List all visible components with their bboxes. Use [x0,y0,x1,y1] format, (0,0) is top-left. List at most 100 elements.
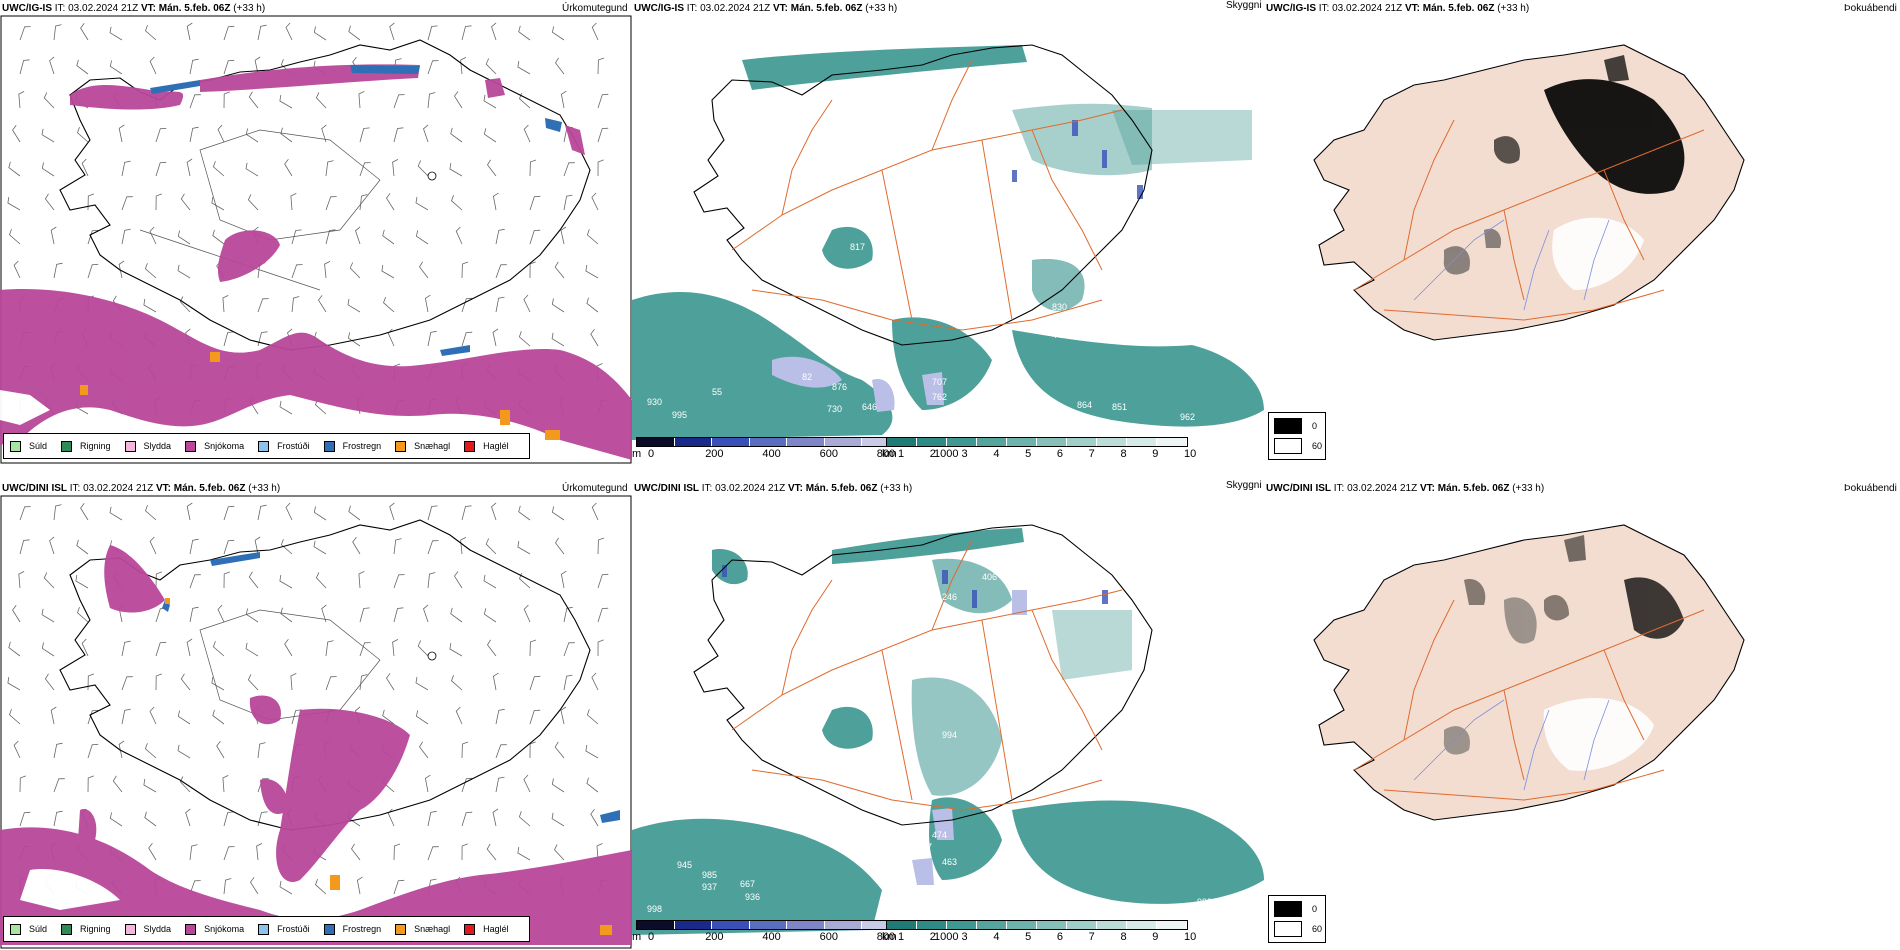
wind-barb [177,264,191,279]
wind-barb [554,741,565,759]
wind-barb [247,674,259,691]
wind-barb [495,708,505,725]
wind-barb [451,194,463,211]
wind-barb [148,843,157,861]
wind-barb [257,298,269,313]
wind-barb [551,812,565,827]
wind-barb [212,161,225,177]
wind-barb [387,808,395,827]
wind-barb [149,536,157,555]
fog-key-row: 60 [1274,438,1322,454]
wind-barb [155,571,163,589]
legend-item: Rigning [61,440,111,452]
scale-tick: 10 [1184,448,1197,460]
wind-barb [49,536,55,555]
wind-barb [50,226,57,245]
wind-barb [121,676,133,691]
legend-label: Frostregn [342,441,382,451]
wind-barb [155,641,167,657]
wind-barb [53,504,62,521]
scale-tick: 0 [648,448,655,460]
wind-barb [560,706,567,725]
wind-barb [223,505,235,521]
wind-barb [118,740,125,759]
precip-legend: Súld Rigning Slydda Snjókoma Frostúði Frostre… [3,433,530,459]
cloud-base-label: 667 [740,879,755,889]
wind-barb [145,24,157,41]
wind-barb [381,264,395,279]
cloud-base-label: 966 [1032,895,1047,905]
wind-barb [454,571,463,589]
wind-barb [417,160,429,177]
wind-barb [358,91,365,109]
legend-item: Snæhagl [395,440,450,452]
cloud-base-label: 446 [1052,330,1067,340]
wind-barb [461,297,473,313]
scale-tick: 8 [1120,448,1127,460]
wind-barb [352,537,361,555]
precip-map-graphic [0,15,632,464]
scale-tick: 4 [993,931,1000,943]
scale-tick: 800 [876,448,896,460]
wind-barb [423,604,429,623]
wind-barb [454,91,463,109]
wind-barb [315,572,327,589]
wind-barb [460,537,467,555]
wind-barb [415,196,429,211]
wind-barb [348,25,361,41]
wind-barb [560,226,567,245]
precip-map-graphic [0,495,632,949]
wind-barb [321,604,327,623]
fog-map-graphic [1313,524,1745,821]
wind-barb [485,538,497,555]
wind-barb [223,25,235,41]
wind-barb [212,641,225,657]
wind-barb [461,331,473,347]
wind-barb [223,878,232,895]
scale-tick: 10 [1184,931,1197,943]
wind-barb [143,298,157,313]
wind-barb [325,676,337,691]
wind-barb [393,843,401,861]
wind-barb [347,332,361,347]
wind-barb [109,812,123,827]
wind-barb [279,880,293,895]
scale-tick: 600 [819,931,838,943]
fog-key-label: 0 [1312,421,1318,431]
visibility-scale: km 1 2 3 4 5 6 7 8 9 10 [882,920,1196,948]
wind-barb [495,228,505,245]
wind-barb [495,264,507,279]
wind-barb [280,127,293,143]
wind-barb [291,709,302,725]
cloud-base-label: 962 [1180,412,1195,422]
wind-barb [359,642,371,657]
wind-barb [212,229,225,245]
scale-tick: 600 [819,448,838,460]
wind-barb [382,229,395,245]
wind-barb [41,642,55,657]
legend-swatch [10,440,21,452]
wind-barb [427,330,437,347]
wind-barb [551,26,565,41]
wind-barb [8,641,21,657]
panel-title: UWC/IG-IS IT: 03.02.2024 21Z VT: Mán. 5.… [1266,3,1530,14]
wind-barb [597,127,609,143]
wind-barb [43,92,55,109]
wind-barb [189,880,201,895]
scale-tick: 0 [648,931,655,943]
wind-barb [597,537,605,555]
wind-barb [87,775,94,793]
wind-barb [563,606,573,623]
wind-barb [7,676,21,691]
cloud-base-label: 945 [677,860,692,870]
wind-barb [186,158,193,177]
wind-barb [44,193,55,211]
parameter-label: Úrkomutegund [562,483,628,494]
legend-item: Haglél [464,923,509,935]
wind-barb [53,810,63,827]
wind-barb [12,605,21,623]
wind-barb [76,539,89,555]
legend-swatch [395,923,407,935]
wind-barb [597,159,604,177]
wind-barb [392,639,399,657]
